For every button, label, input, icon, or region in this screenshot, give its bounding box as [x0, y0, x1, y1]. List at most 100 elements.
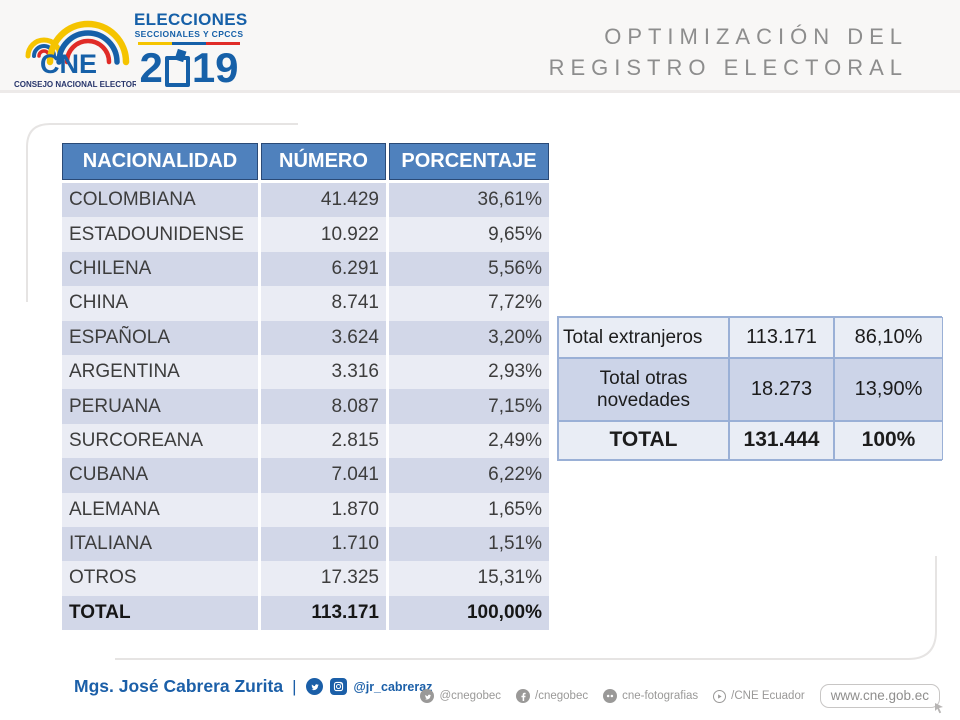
cell-number: 17.325	[261, 561, 386, 596]
social-item-twitter: @cnegobec	[420, 689, 501, 703]
cell-percentage: 3,20%	[389, 320, 549, 355]
social-item-youtube: /CNE Ecuador	[713, 689, 805, 703]
cell-number: 1.870	[261, 492, 386, 527]
twitter-icon	[420, 689, 435, 703]
table-row: CHINA 8.741 7,72%	[62, 286, 549, 321]
arc-blue-large	[56, 30, 120, 65]
website-link[interactable]: www.cne.gob.ec	[819, 684, 943, 714]
table-row: ITALIANA 1.710 1,51%	[62, 526, 549, 562]
cell-nationality: CUBANA	[62, 458, 258, 493]
flag-yellow-segment	[138, 42, 172, 45]
table-row: COLOMBIANA 41.429 36,61%	[62, 183, 549, 218]
header-band: CNE CONSEJO NACIONAL ELECTORAL ELECCIONE…	[0, 0, 960, 93]
cell-number: 113.171	[261, 595, 386, 631]
social-label: cne-fotografias	[622, 690, 699, 702]
cell-nationality: SURCOREANA	[62, 423, 258, 459]
cell-percentage: 6,22%	[389, 458, 549, 493]
cell-percentage: 2,93%	[389, 354, 549, 390]
cell-number: 8.741	[261, 286, 386, 321]
table-row: OTROS 17.325 15,31%	[62, 561, 549, 596]
table-body: COLOMBIANA 41.429 36,61% ESTADOUNIDENSE …	[62, 183, 549, 631]
cne-logo-arcs: CNE CONSEJO NACIONAL ELECTORAL	[14, 20, 148, 89]
website-url: www.cne.gob.ec	[830, 688, 929, 703]
flag-blue-segment	[172, 42, 206, 45]
column-header-numero: NÚMERO	[261, 143, 386, 180]
cell-percentage: 2,49%	[389, 423, 549, 459]
cell-percentage: 15,31%	[389, 561, 549, 596]
summary-label: Total extranjeros	[558, 317, 729, 358]
cne-wordmark: CNE	[40, 49, 97, 79]
arc-red-large	[64, 38, 112, 65]
elections-subtitle: SECCIONALES Y CPCCS	[134, 29, 244, 39]
cell-percentage: 1,65%	[389, 492, 549, 527]
cell-number: 8.087	[261, 389, 386, 424]
cell-nationality: ALEMANA	[62, 492, 258, 527]
nationalities-table: NACIONALIDAD NÚMERO PORCENTAJE COLOMBIAN…	[62, 143, 549, 631]
cell-nationality: CHINA	[62, 286, 258, 321]
facebook-icon	[516, 689, 531, 703]
table-row: ESPAÑOLA 3.624 3,20%	[62, 320, 549, 355]
cursor-icon	[935, 703, 943, 714]
summary-number-total: 131.444	[729, 421, 834, 460]
cell-percentage: 9,65%	[389, 217, 549, 252]
flickr-icon	[603, 689, 618, 703]
year-digit-2: 2	[139, 44, 163, 91]
year-2019: 2 19	[134, 46, 244, 90]
twitter-icon	[305, 678, 323, 695]
table-row: CUBANA 7.041 6,22%	[62, 458, 549, 493]
cell-number: 1.710	[261, 526, 386, 562]
cne-subtitle: CONSEJO NACIONAL ELECTORAL	[14, 80, 136, 89]
table-row: ESTADOUNIDENSE 10.922 9,65%	[62, 217, 549, 252]
flag-tricolor-bar	[138, 42, 240, 45]
separator: |	[292, 676, 297, 696]
cell-nationality: ARGENTINA	[62, 354, 258, 390]
summary-number: 18.273	[729, 358, 834, 421]
cne-logo: CNE CONSEJO NACIONAL ELECTORAL	[12, 2, 148, 92]
youtube-icon	[713, 689, 727, 703]
cell-nationality: TOTAL	[62, 595, 258, 631]
social-item-facebook: /cnegobec	[516, 689, 588, 703]
cell-number: 41.429	[261, 183, 386, 218]
cell-nationality: CHILENA	[62, 251, 258, 287]
cell-percentage: 7,72%	[389, 286, 549, 321]
cell-nationality: PERUANA	[62, 389, 258, 424]
ballot-box-icon	[164, 48, 190, 87]
table-row: SURCOREANA 2.815 2,49%	[62, 423, 549, 459]
cell-percentage: 36,61%	[389, 183, 549, 218]
cell-percentage: 5,56%	[389, 251, 549, 287]
column-header-porcentaje: PORCENTAJE	[389, 143, 549, 180]
year-digits-19: 19	[191, 44, 239, 91]
summary-percentage: 86,10%	[834, 317, 943, 358]
cell-nationality: ESPAÑOLA	[62, 320, 258, 355]
cell-nationality: COLOMBIANA	[62, 183, 258, 218]
cell-percentage: 7,15%	[389, 389, 549, 424]
cell-nationality: OTROS	[62, 561, 258, 596]
elections-2019-logo: ELECCIONES SECCIONALES Y CPCCS 2 19	[134, 10, 248, 90]
cell-percentage: 100,00%	[389, 595, 549, 631]
cell-number: 7.041	[261, 458, 386, 493]
table-row: CHILENA 6.291 5,56%	[62, 251, 549, 287]
cell-nationality: ITALIANA	[62, 526, 258, 562]
cell-number: 3.316	[261, 354, 386, 390]
page-title: OPTIMIZACIÓN DEL REGISTRO ELECTORAL	[549, 21, 908, 83]
cell-number: 10.922	[261, 217, 386, 252]
social-label: /CNE Ecuador	[731, 690, 805, 702]
column-header-nacionalidad: NACIONALIDAD	[62, 143, 258, 180]
summary-label-total: TOTAL	[558, 421, 729, 460]
flag-red-segment	[206, 42, 240, 45]
cell-number: 3.624	[261, 320, 386, 355]
social-label: @cnegobec	[439, 690, 502, 702]
table-header-row: NACIONALIDAD NÚMERO PORCENTAJE	[62, 143, 549, 180]
instagram-icon	[329, 678, 347, 695]
summary-number: 113.171	[729, 317, 834, 358]
footer-social-bar: @cnegobec /cnegobec cne-fotografias /CNE…	[420, 684, 943, 714]
author-name: Mgs. José Cabrera Zurita	[74, 676, 284, 696]
elections-title: ELECCIONES	[134, 10, 248, 29]
table-row: ARGENTINA 3.316 2,93%	[62, 354, 549, 390]
cell-percentage: 1,51%	[389, 526, 549, 562]
summary-table: Total extranjeros 113.171 86,10% Total o…	[557, 316, 943, 461]
ballot-slip-icon	[174, 48, 187, 62]
table-row-total: TOTAL 113.171 100,00%	[62, 595, 549, 631]
summary-percentage: 13,90%	[834, 358, 943, 421]
